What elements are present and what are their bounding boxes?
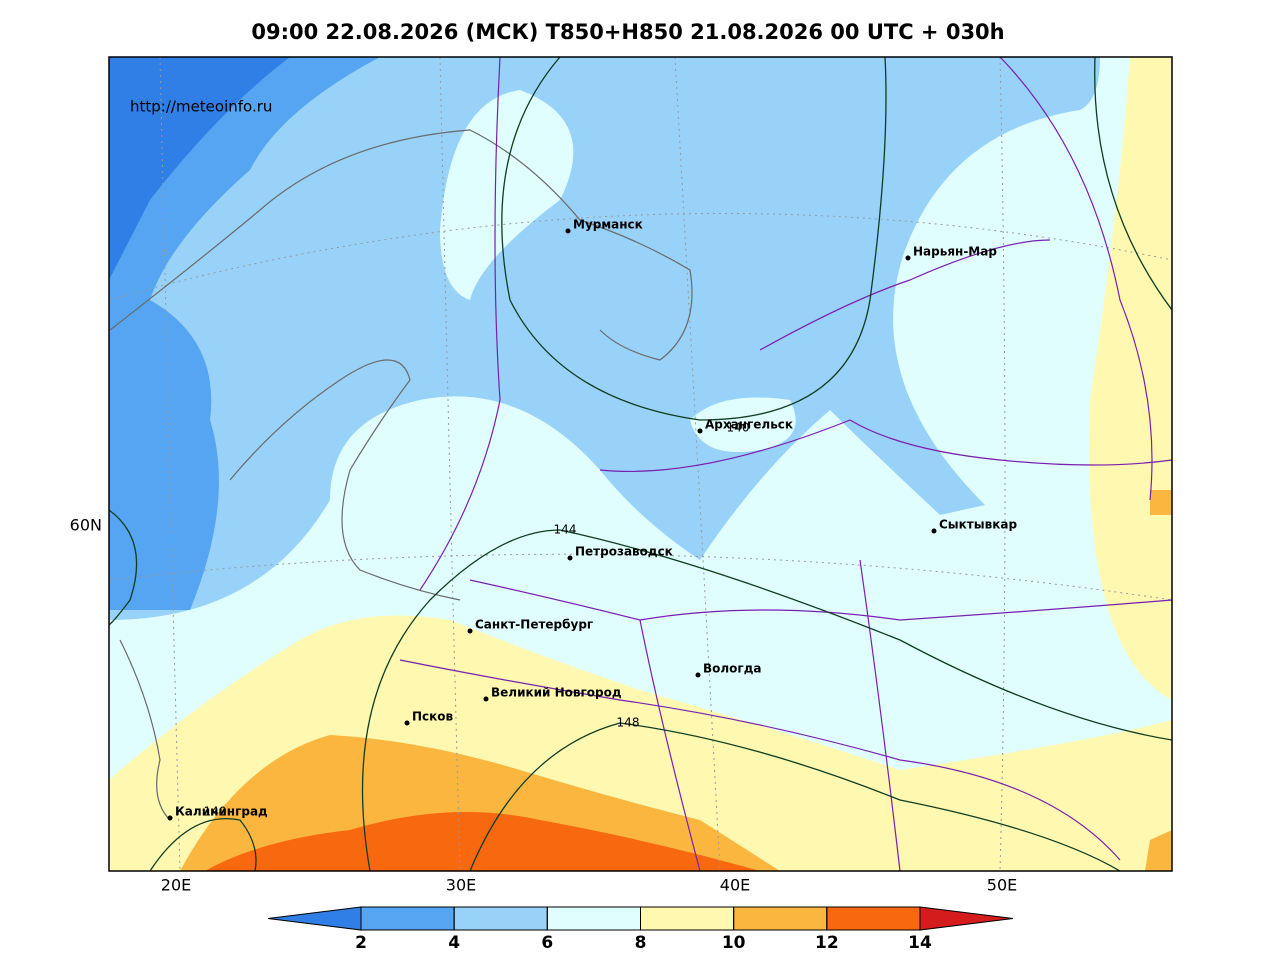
- source-url: http://meteoinfo.ru: [130, 98, 272, 116]
- city-label: Калининград: [175, 805, 268, 819]
- city-label: Мурманск: [573, 218, 643, 232]
- city-label: Великий Новгород: [491, 686, 622, 700]
- colorbar-tick-label: 10: [722, 933, 746, 953]
- colorbar-tick-label: 14: [908, 933, 932, 953]
- temperature-zone: [690, 397, 796, 452]
- isohypses: [109, 57, 1172, 871]
- city-label: Сыктывкар: [939, 518, 1017, 532]
- y-axis-label: 60N: [70, 516, 102, 535]
- colorbar-tick-label: 6: [541, 933, 553, 953]
- city-dot: [565, 228, 571, 234]
- temperature-zone: [1089, 57, 1172, 700]
- city-dot: [695, 672, 701, 678]
- temperature-zone: [205, 812, 760, 871]
- city-dot: [697, 428, 703, 434]
- graticule: [109, 57, 1172, 871]
- contour-label: 140: [727, 421, 750, 435]
- x-axis-label: 20E: [161, 876, 191, 895]
- x-axis-label: 30E: [446, 876, 476, 895]
- contour-label: 144: [554, 523, 577, 537]
- temperature-zone: [1145, 830, 1172, 871]
- city-label: Псков: [412, 710, 454, 724]
- temperature-zone: [109, 57, 290, 280]
- colorbar-extension-low: [267, 906, 362, 931]
- city-dot: [483, 696, 489, 702]
- map-frame: [108, 56, 1173, 872]
- colorbar-segment: [360, 906, 455, 931]
- city-dot: [404, 720, 410, 726]
- city-label: Петрозаводск: [575, 545, 673, 559]
- colorbar: 2 4 6 8 10 12 14: [267, 906, 1014, 953]
- map-lines: [109, 57, 1172, 871]
- city-dot: [905, 255, 911, 261]
- colorbar-segment: [733, 906, 828, 931]
- x-axis-label: 40E: [720, 876, 750, 895]
- colorbar-tick-label: 2: [355, 933, 367, 953]
- colorbar-segment: [826, 906, 921, 931]
- city-dot: [167, 815, 173, 821]
- colorbar-tick-label: 8: [635, 933, 647, 953]
- contour-label: 148: [617, 716, 640, 730]
- contour-label: 140: [204, 805, 227, 819]
- temperature-field: [109, 57, 1172, 871]
- temperature-zone: [440, 90, 574, 300]
- colorbar-tick-label: 12: [815, 933, 839, 953]
- title: 09:00 22.08.2026 (МСК) T850+H850 21.08.2…: [251, 20, 1004, 44]
- colorbar-segment: [453, 906, 548, 931]
- borders: [399, 57, 1172, 871]
- x-axis-label: 50E: [987, 876, 1017, 895]
- coastline: [109, 129, 693, 821]
- colorbar-tick-label: 4: [448, 933, 460, 953]
- colorbar-segment: [546, 906, 641, 931]
- colorbar-extension-high: [919, 906, 1014, 931]
- city-label: Санкт-Петербург: [475, 618, 593, 632]
- temperature-zone: [1150, 490, 1172, 515]
- colorbar-segment: [640, 906, 735, 931]
- labels: Мурманск Нарьян-Мар Архангельск Сыктывкар Пе…: [70, 218, 1018, 895]
- city-dot: [567, 555, 573, 561]
- temperature-zone: [109, 57, 380, 610]
- city-label: Нарьян-Мар: [913, 245, 997, 259]
- city-label: Архангельск: [705, 418, 793, 432]
- city-label: Вологда: [703, 662, 761, 676]
- city-dot: [467, 628, 473, 634]
- city-dot: [931, 528, 937, 534]
- temperature-zone: [109, 57, 1100, 620]
